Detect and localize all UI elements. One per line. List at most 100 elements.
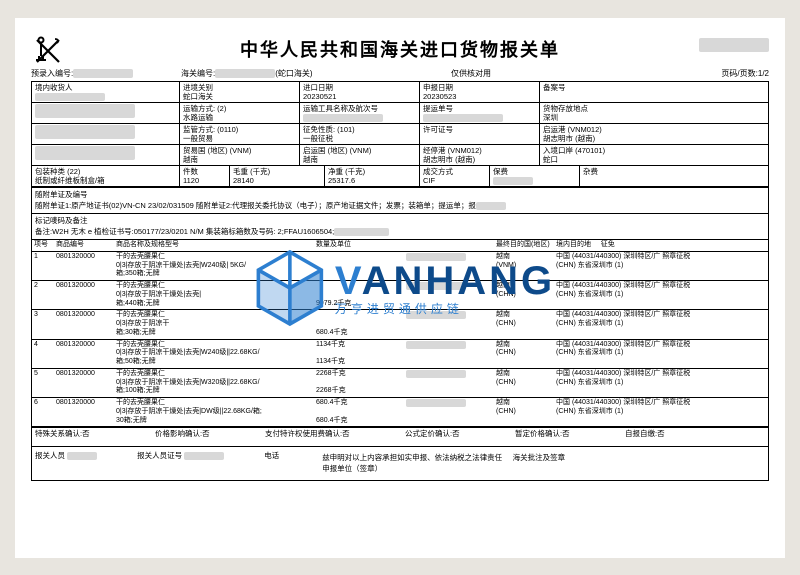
attachments-label: 随附单证及编号 [35,190,765,201]
redaction [67,452,97,460]
declare-date-value: 20230523 [423,92,536,101]
redaction [476,202,506,210]
trade-terms-label: 成交方式 [423,167,486,176]
table-cell [314,251,404,280]
table-cell: 680.4千克 680.4千克 [314,398,404,427]
license-label: 许可证号 [423,125,536,134]
table-cell: 680.4千克 [314,310,404,339]
table-cell: 6 [32,398,54,427]
trade-terms-value: CIF [423,176,486,185]
departure-port-value: 胡志明市 (越南) [543,134,765,143]
transit-port-value: 胡志明市 (越南) [423,155,536,164]
redaction [406,341,466,349]
table-cell: 0801320000 [54,310,114,339]
storage-label: 货物存放地点 [543,104,765,113]
trade-country-label: 贸易国 (地区) (VNM) [183,146,296,155]
redaction [215,69,275,78]
table-cell: 2268千克 2268千克 [314,368,404,397]
marks-label: 标记唛码及备注 [35,216,765,227]
import-date-label: 进口日期 [303,83,416,92]
statement-1: 兹申明对以上内容承担如实申报、依法纳税之法律责任 [322,453,502,462]
table-cell [404,339,494,368]
table-cell: 9979.2千克 [314,281,404,310]
customs-declaration-form: 中华人民共和国海关进口货物报关单 预录入编号: 海关编号:(蛇口海关) 仅供核对… [15,18,785,558]
declarant-label: 报关人员 [35,451,65,460]
confirm-1: 特殊关系确认:否 [32,428,152,446]
table-cell: 1 [32,251,54,280]
attachments-line1: 随附单证1:原产地证书(02)VN-CN 23/02/031509 随附单证2:… [35,201,476,210]
gross-weight-label: 毛重 (千克) [233,167,321,176]
consignee-label: 境内收货人 [35,83,176,92]
redaction [493,177,533,185]
col-name: 商品名称及规格型号 [114,240,314,251]
supervision-label: 监管方式: (0110) [183,125,296,134]
table-cell: 中国 (44031/440300) 深圳特区/广 照章征税 (CHN) 东省深圳… [554,339,768,368]
port-value: 蛇口海关 [183,92,296,101]
table-cell: 干的去壳腰果仁 0|3|存放于阴凉干燥处|去壳|W240级||22.68KG/ … [114,339,314,368]
table-cell: 2 [32,281,54,310]
table-cell: 越南 (CHN) [494,368,554,397]
confirm-2: 价格影响确认:否 [152,428,262,446]
col-dest: 境内目的地 征免 [554,240,768,251]
redaction [35,104,135,118]
redaction [73,69,133,78]
table-cell: 越南 (CHN) [494,310,554,339]
confirm-5: 暂定价格确认:否 [512,428,622,446]
table-cell [404,368,494,397]
table-cell: 中国 (44031/440300) 深圳特区/广 照章征税 (CHN) 东省深圳… [554,310,768,339]
form-title: 中华人民共和国海关进口货物报关单 [31,36,769,62]
redaction [406,311,466,319]
table-cell: 0801320000 [54,339,114,368]
form-box: 境内收货人 进境关别蛇口海关 进口日期20230521 申报日期20230523… [31,81,769,482]
trade-country-value: 越南 [183,155,296,164]
table-cell: 干的去壳腰果仁 0|3|存放于阴凉干 箱;30箱;无牌 [114,310,314,339]
items-table: 项号 商品编号 商品名称及规格型号 数量及单位 最终目的国(地区) 境内目的地 … [32,240,768,427]
table-cell: 干的去壳腰果仁 0|3|存放于阴凉干燥处|去壳|DW级||22.68KG/箱; … [114,398,314,427]
redaction [184,452,224,460]
table-cell [404,281,494,310]
transit-port-label: 经停港 (VNM012) [423,146,536,155]
table-row: 10801320000干的去壳腰果仁 0|3|存放于阴凉干燥处|去壳|W240级… [32,251,768,280]
footer-row: 报关人员 报关人员证号 电话 兹申明对以上内容承担如实申报、依法纳税之法律责任 … [32,446,768,480]
table-row: 40801320000干的去壳腰果仁 0|3|存放于阴凉干燥处|去壳|W240级… [32,339,768,368]
transport-mode-value: 水路运输 [183,113,296,122]
redaction [406,282,466,290]
declarant-cert-label: 报关人员证号 [137,451,182,460]
table-cell: 中国 (44031/440300) 深圳特区/广 照章征税 (CHN) 东省深圳… [554,251,768,280]
vessel-label: 运输工具名称及航次号 [303,104,416,113]
page-number: 页码/页数:1/2 [721,69,769,78]
redaction [303,114,383,122]
gross-weight-value: 28140 [233,176,321,185]
table-cell: 中国 (44031/440300) 深圳特区/广 照章征税 (CHN) 东省深圳… [554,281,768,310]
table-row: 30801320000干的去壳腰果仁 0|3|存放于阴凉干 箱;30箱;无牌 6… [32,310,768,339]
entry-port-value: 蛇口 [543,155,765,164]
table-cell: 4 [32,339,54,368]
col-no: 项号 [32,240,54,251]
table-row: 50801320000干的去壳腰果仁 0|3|存放于阴凉干燥处|去壳|W320级… [32,368,768,397]
confirm-4: 公式定价确认:否 [402,428,512,446]
package-type-value: 纸制或纤维板制盒/箱 [35,176,176,185]
origin-country-label: 启运国 (地区) (VNM) [303,146,416,155]
table-cell: 3 [32,310,54,339]
table-cell: 5 [32,368,54,397]
misc-fee-label: 杂费 [583,167,765,176]
table-cell: 中国 (44031/440300) 深圳特区/广 照章征税 (CHN) 东省深圳… [554,368,768,397]
redaction [423,114,503,122]
table-cell: 0801320000 [54,251,114,280]
confirm-6: 自报自缴:否 [622,428,768,446]
table-cell: 0801320000 [54,398,114,427]
meta-row: 预录入编号: 海关编号:(蛇口海关) 仅供核对用 页码/页数:1/2 [31,68,769,79]
departure-port-label: 启运港 (VNM012) [543,125,765,134]
marks-line: 备注:W2H 无木 e 植检证书号:050177/23/0201 N/M 集装箱… [35,227,334,236]
table-cell: 0801320000 [54,281,114,310]
redaction [35,125,135,139]
table-cell: 中国 (44031/440300) 深圳特区/广 照章征税 (CHN) 东省深圳… [554,398,768,427]
port-label: 进境关别 [183,83,296,92]
net-weight-label: 净重 (千克) [328,167,416,176]
origin-country-value: 越南 [303,155,416,164]
customs-no-label: 海关编号: [181,69,215,78]
redaction [334,228,389,236]
attachments-section: 随附单证及编号 随附单证1:原产地证书(02)VN-CN 23/02/03150… [32,187,768,213]
redaction [406,253,466,261]
phone-label: 电话 [264,451,279,460]
